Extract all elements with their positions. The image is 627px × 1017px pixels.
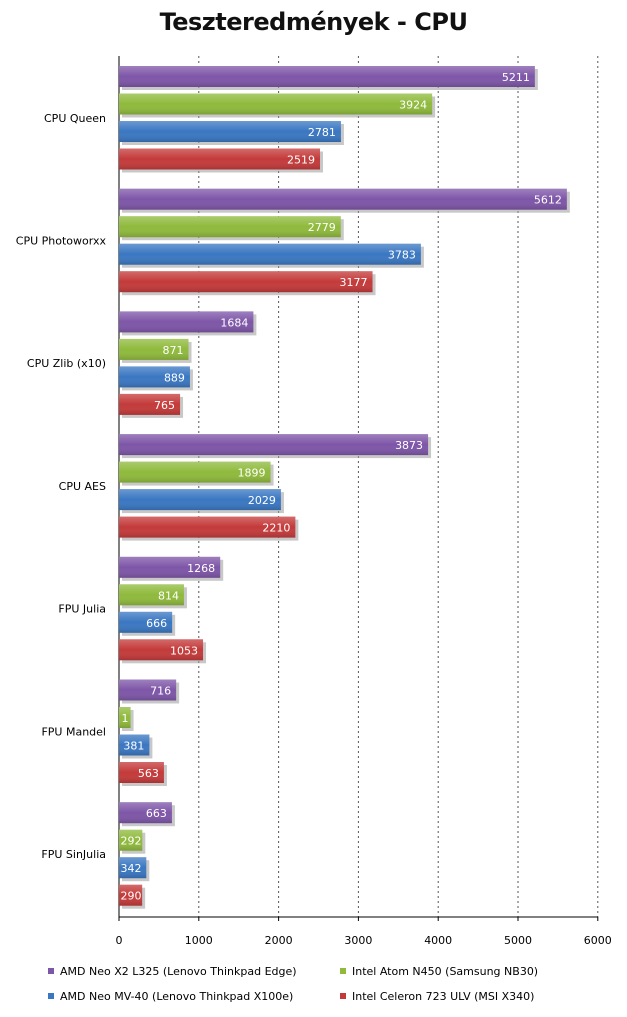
data-label: 814: [158, 589, 179, 602]
data-label: 666: [146, 617, 167, 630]
bar-highlight: [119, 762, 164, 783]
data-label: 3177: [340, 276, 368, 289]
gridlines: [118, 56, 599, 921]
bar-highlight: [119, 584, 184, 606]
category-label: FPU Mandel: [41, 725, 106, 738]
data-label: 290: [121, 890, 142, 903]
data-label: 342: [121, 862, 142, 875]
data-label: 5612: [534, 194, 562, 207]
bar-highlight: [119, 516, 296, 538]
data-label: 2210: [262, 522, 290, 535]
bar-highlight: [119, 611, 173, 633]
legend-item: Intel Celeron 723 ULV (MSI X340): [340, 990, 534, 1003]
data-label: 1899: [238, 467, 266, 480]
x-tick-label: 2000: [265, 934, 293, 947]
x-tick-label: 0: [116, 934, 123, 947]
legend-label: Intel Celeron 723 ULV (MSI X340): [352, 990, 535, 1003]
category-label: FPU SinJulia: [41, 848, 106, 861]
bar-highlight: [119, 216, 341, 238]
bar-highlight: [119, 393, 181, 415]
bar-highlight: [119, 93, 433, 115]
bar-highlight: [119, 679, 177, 701]
x-tick-label: 3000: [344, 934, 372, 947]
x-tick-label: 5000: [504, 934, 532, 947]
bar-highlight: [119, 366, 190, 388]
legend-label: AMD Neo X2 L325 (Lenovo Thinkpad Edge): [60, 965, 297, 978]
bar-highlight: [119, 243, 421, 265]
bar-highlight: [119, 271, 373, 293]
data-label: 2781: [308, 126, 336, 139]
data-label: 3873: [395, 439, 423, 452]
data-label: 2779: [308, 221, 336, 234]
category-label: CPU Queen: [44, 112, 106, 125]
bar-highlight: [119, 188, 567, 210]
bar-highlight: [119, 556, 221, 578]
bar-highlight: [119, 434, 429, 456]
data-label: 765: [154, 399, 175, 412]
data-label: 663: [146, 807, 167, 820]
data-label: 2029: [248, 494, 276, 507]
legend-swatch: [340, 993, 346, 999]
data-label: 563: [138, 767, 159, 780]
category-label: CPU Photoworxx: [16, 234, 107, 247]
bar-highlight: [119, 884, 143, 906]
data-label: 1: [122, 712, 129, 725]
legend-swatch: [340, 968, 346, 974]
bar-highlight: [119, 734, 150, 756]
x-tick-label: 6000: [584, 934, 612, 947]
x-tick-label: 4000: [424, 934, 452, 947]
bar-highlight: [119, 707, 131, 728]
data-label: 3924: [399, 99, 427, 112]
data-label: 716: [150, 685, 171, 698]
data-label: 1684: [220, 316, 248, 329]
legend-item: AMD Neo MV-40 (Lenovo Thinkpad X100e): [48, 990, 293, 1003]
bar-highlight: [119, 829, 143, 851]
legend-item: Intel Atom N450 (Samsung NB30): [340, 965, 538, 978]
category-label: CPU AES: [59, 480, 106, 493]
chart-title: Teszteredmények - CPU: [159, 8, 468, 36]
bar-highlight: [119, 148, 321, 170]
bar-highlight: [119, 489, 281, 511]
data-label: 3783: [388, 249, 416, 262]
legend-item: AMD Neo X2 L325 (Lenovo Thinkpad Edge): [48, 965, 297, 978]
data-label: 1268: [187, 562, 215, 575]
data-label: 871: [163, 344, 184, 357]
bar-highlight: [119, 802, 172, 824]
legend-label: AMD Neo MV-40 (Lenovo Thinkpad X100e): [60, 990, 294, 1003]
data-label: 1053: [170, 644, 198, 657]
bar-highlight: [119, 66, 535, 87]
bar-highlight: [119, 461, 271, 483]
data-label: 889: [164, 371, 185, 384]
data-label: 2519: [287, 154, 315, 167]
bars: 5211 3924 2781 2519 5612 2779 3783 3177 1684 871 8…: [119, 66, 570, 909]
legend-swatch: [48, 993, 54, 999]
category-labels: CPU Queen CPU Photoworxx CPU Zlib (x10) CPU…: [16, 112, 107, 861]
x-tick-label: 1000: [185, 934, 213, 947]
legend-swatch: [48, 968, 54, 974]
legend: AMD Neo X2 L325 (Lenovo Thinkpad Edge) I…: [0, 958, 627, 1008]
data-label: 5211: [502, 71, 530, 84]
category-label: CPU Zlib (x10): [27, 357, 106, 370]
bar-highlight: [119, 857, 147, 879]
bar-highlight: [119, 338, 189, 360]
x-axis-ticks: 0 1000 2000 3000 4000 5000 6000: [116, 934, 612, 947]
bar-highlight: [119, 121, 341, 142]
data-label: 292: [121, 835, 142, 848]
bar-highlight: [119, 639, 204, 661]
bar-highlight: [119, 311, 254, 333]
category-label: FPU Julia: [58, 603, 106, 616]
data-label: 381: [123, 740, 144, 753]
legend-label: Intel Atom N450 (Samsung NB30): [352, 965, 539, 978]
